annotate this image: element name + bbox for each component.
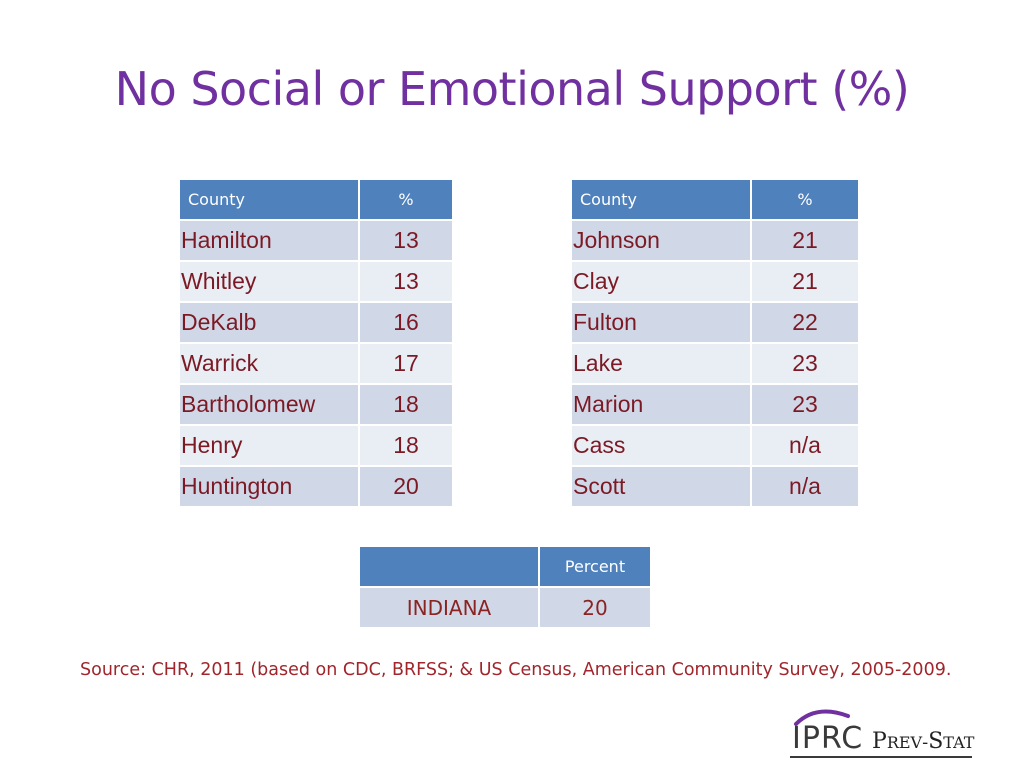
percent-cell: 20 <box>358 465 454 508</box>
county-cell: Whitley <box>178 260 360 303</box>
slide-title: No Social or Emotional Support (%) <box>114 62 910 116</box>
percent-cell: 23 <box>750 383 860 426</box>
table-row: Warrick 17 <box>178 342 454 385</box>
percent-cell: n/a <box>750 465 860 508</box>
column-header-percent: Percent <box>538 545 652 588</box>
county-cell: Hamilton <box>178 219 360 262</box>
county-cell: Scott <box>570 465 752 508</box>
table-header-row: County % <box>178 178 454 221</box>
column-header-percent: % <box>358 178 454 221</box>
percent-cell: 13 <box>358 219 454 262</box>
county-cell: Marion <box>570 383 752 426</box>
table-row: Whitley 13 <box>178 260 454 303</box>
percent-cell: 21 <box>750 260 860 303</box>
logo-product-initial-1: P <box>872 729 887 754</box>
table-row: DeKalb 16 <box>178 301 454 344</box>
logo-product-rest-1: REV <box>887 733 923 752</box>
state-cell: INDIANA <box>358 586 540 629</box>
county-cell: Johnson <box>570 219 752 262</box>
table-header-row: Percent <box>358 545 652 588</box>
percent-cell: 20 <box>538 586 652 629</box>
percent-cell: 13 <box>358 260 454 303</box>
county-cell: Lake <box>570 342 752 385</box>
county-cell: Huntington <box>178 465 360 508</box>
logo-org-text: IPRC <box>792 721 863 756</box>
county-cell: Clay <box>570 260 752 303</box>
table-row: Lake 23 <box>570 342 860 385</box>
county-cell: Henry <box>178 424 360 467</box>
percent-cell: 16 <box>358 301 454 344</box>
county-cell: Fulton <box>570 301 752 344</box>
table-row: Marion 23 <box>570 383 860 426</box>
state-table: Percent INDIANA 20 <box>358 545 652 629</box>
county-cell: Cass <box>570 424 752 467</box>
percent-cell: 18 <box>358 424 454 467</box>
column-header-county: County <box>570 178 752 221</box>
percent-cell: n/a <box>750 424 860 467</box>
table-row: Scott n/a <box>570 465 860 508</box>
svg-text:PREV-STAT: PREV-STAT <box>872 729 975 754</box>
percent-cell: 23 <box>750 342 860 385</box>
column-header-empty <box>358 545 540 588</box>
logo-product-initial-2: S <box>928 729 943 754</box>
logo-arc-icon <box>794 709 850 726</box>
county-cell: Warrick <box>178 342 360 385</box>
table-row: Fulton 22 <box>570 301 860 344</box>
logo-product-rest-2: TAT <box>943 733 974 752</box>
column-header-percent: % <box>750 178 860 221</box>
county-table-left: County % Hamilton 13 Whitley 13 DeKalb 1… <box>178 178 454 508</box>
percent-cell: 17 <box>358 342 454 385</box>
county-cell: DeKalb <box>178 301 360 344</box>
county-table-right: County % Johnson 21 Clay 21 Fulton 22 La… <box>570 178 860 508</box>
percent-cell: 21 <box>750 219 860 262</box>
table-header-row: County % <box>570 178 860 221</box>
percent-cell: 18 <box>358 383 454 426</box>
percent-cell: 22 <box>750 301 860 344</box>
table-row: INDIANA 20 <box>358 586 652 629</box>
table-row: Cass n/a <box>570 424 860 467</box>
table-row: Henry 18 <box>178 424 454 467</box>
table-row: Clay 21 <box>570 260 860 303</box>
county-cell: Bartholomew <box>178 383 360 426</box>
table-row: Hamilton 13 <box>178 219 454 262</box>
table-row: Johnson 21 <box>570 219 860 262</box>
logo-product-sep: - <box>922 732 928 753</box>
iprc-prev-stat-logo: IPRC PREV-STAT <box>786 706 976 762</box>
column-header-county: County <box>178 178 360 221</box>
source-note: Source: CHR, 2011 (based on CDC, BRFSS; … <box>80 660 952 680</box>
table-row: Bartholomew 18 <box>178 383 454 426</box>
table-row: Huntington 20 <box>178 465 454 508</box>
